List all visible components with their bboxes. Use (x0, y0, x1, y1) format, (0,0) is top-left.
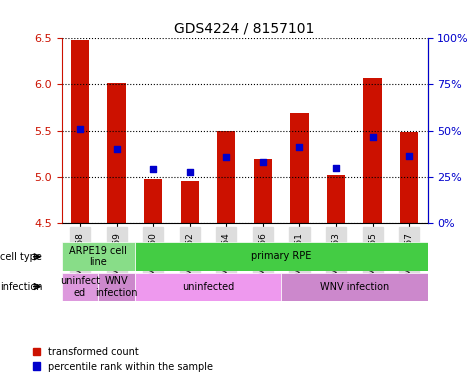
Point (369, 134, 377, 140)
Text: WNV
infection: WNV infection (95, 276, 138, 298)
Point (405, 153, 413, 159)
Text: cell type: cell type (0, 252, 42, 262)
Point (332, 165, 340, 171)
FancyBboxPatch shape (135, 242, 428, 271)
Bar (107, 83, 126, 223)
FancyBboxPatch shape (62, 273, 98, 301)
Bar (254, 159, 272, 223)
FancyBboxPatch shape (98, 273, 135, 301)
FancyBboxPatch shape (135, 273, 281, 301)
Bar (217, 131, 236, 223)
Point (113, 146, 121, 152)
Text: WNV infection: WNV infection (320, 282, 389, 292)
Legend: transformed count, percentile rank within the sample: transformed count, percentile rank withi… (28, 343, 217, 376)
Text: primary RPE: primary RPE (251, 251, 312, 262)
FancyBboxPatch shape (281, 273, 428, 301)
Bar (290, 113, 309, 223)
Bar (327, 175, 345, 223)
FancyBboxPatch shape (62, 242, 135, 271)
Point (76, 126, 84, 132)
Text: infection: infection (0, 281, 42, 291)
Bar (180, 181, 199, 223)
Point (186, 169, 194, 175)
Text: uninfect
ed: uninfect ed (60, 276, 100, 298)
Title: GDS4224 / 8157101: GDS4224 / 8157101 (174, 22, 315, 36)
Point (295, 144, 304, 150)
Point (259, 159, 267, 165)
Bar (144, 179, 162, 223)
Bar (363, 78, 382, 223)
Bar (71, 40, 89, 223)
Text: ARPE19 cell
line: ARPE19 cell line (69, 245, 127, 267)
Text: uninfected: uninfected (182, 282, 234, 292)
Bar (400, 132, 418, 223)
Point (222, 154, 230, 161)
Point (149, 166, 157, 172)
